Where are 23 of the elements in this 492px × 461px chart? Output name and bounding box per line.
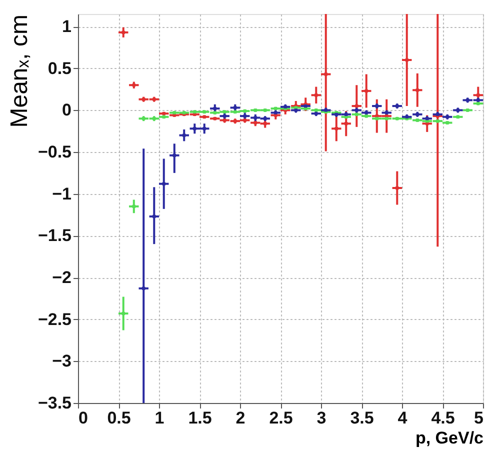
x-tick-label: 2 xyxy=(236,408,246,428)
y-axis-title: Meanₓ, cm xyxy=(6,14,33,128)
y-tick-label: −1 xyxy=(52,184,72,204)
y-tick-label: 0.5 xyxy=(48,58,72,78)
y-tick-label: 1 xyxy=(62,17,72,36)
x-tick-label: 4.5 xyxy=(431,408,455,428)
x-tick-label: 3.5 xyxy=(350,408,374,428)
x-tick-label: 1 xyxy=(154,408,164,428)
x-tick-label: 3 xyxy=(316,408,326,428)
y-tick-label: −2.5 xyxy=(38,310,72,329)
y-tick-label: −3.5 xyxy=(38,394,72,412)
x-tick-label: 1.5 xyxy=(188,408,212,428)
x-tick-label: 5 xyxy=(474,408,484,428)
x-tick-label: 0 xyxy=(78,408,88,428)
x-tick-label: 4 xyxy=(398,408,408,428)
y-tick-label: −1.5 xyxy=(38,226,72,246)
y-tick-label: −2 xyxy=(52,268,72,288)
y-tick-label: −0.5 xyxy=(38,142,72,162)
y-tick-label: −3 xyxy=(52,352,72,371)
x-tick-label: 0.5 xyxy=(107,408,131,428)
x-tick-label: 2.5 xyxy=(269,408,293,428)
x-axis-title: p, GeV/c xyxy=(415,428,484,448)
y-tick-label: 0 xyxy=(62,100,72,120)
